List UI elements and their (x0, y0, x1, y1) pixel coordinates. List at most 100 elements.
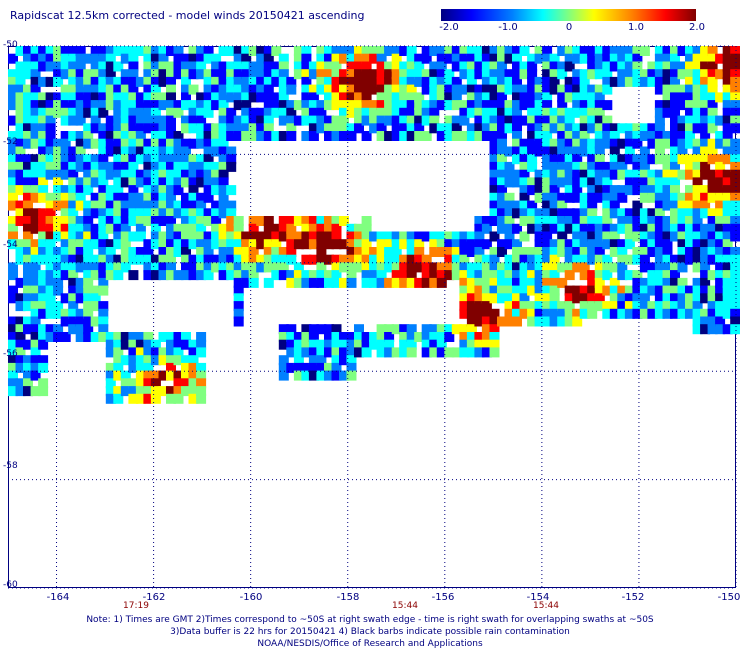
wind-cell (301, 100, 312, 111)
wind-cell (639, 223, 650, 234)
wind-cell (316, 231, 327, 242)
wind-cell (639, 247, 650, 257)
wind-cell (677, 61, 688, 72)
wind-cell (83, 208, 94, 219)
wind-cell (489, 270, 500, 281)
wind-cell (203, 216, 214, 226)
wind-cell (384, 339, 395, 350)
wind-cell (128, 355, 139, 366)
wind-cell (730, 247, 740, 257)
wind-cell (203, 107, 214, 118)
wind-cell (722, 53, 733, 64)
wind-cell (339, 370, 349, 381)
wind-cell (181, 76, 191, 87)
wind-cell (361, 53, 372, 64)
wind-cell (466, 53, 477, 64)
wind-cell (45, 61, 56, 72)
wind-cell (572, 177, 583, 188)
wind-cell (654, 123, 665, 134)
wind-cell (587, 100, 598, 111)
wind-cell (15, 185, 26, 196)
wind-cell (489, 115, 500, 126)
wind-cell (181, 239, 191, 250)
wind-cell (301, 324, 312, 335)
wind-cell (8, 200, 18, 211)
wind-cell (700, 84, 711, 95)
wind-cell (346, 61, 357, 72)
lat-label: -50 (3, 40, 18, 50)
wind-cell (53, 223, 64, 234)
wind-cell (504, 293, 515, 304)
wind-cell (707, 169, 718, 180)
wind-cell (564, 262, 575, 273)
wind-cell (286, 270, 297, 281)
wind-cell (53, 107, 64, 118)
wind-cell (497, 115, 507, 126)
wind-cell (346, 362, 357, 373)
wind-cell (98, 270, 109, 281)
wind-cell (647, 216, 658, 226)
wind-cell (308, 131, 319, 141)
wind-cell (120, 355, 131, 366)
wind-cell (354, 247, 364, 257)
wind-cell (361, 46, 372, 56)
wind-cell (233, 69, 244, 80)
wind-cell (38, 332, 49, 342)
wind-cell (700, 316, 711, 327)
wind-cell (120, 208, 131, 219)
wind-cell (579, 169, 590, 180)
wind-cell (564, 123, 575, 134)
wind-cell (376, 107, 387, 118)
wind-cell (308, 92, 319, 103)
wind-cell (188, 84, 199, 95)
wind-cell (105, 146, 116, 157)
wind-cell (256, 231, 267, 242)
wind-cell (700, 161, 711, 172)
wind-cell (339, 277, 349, 288)
wind-cell (692, 293, 703, 304)
wind-cell (218, 92, 229, 103)
wind-cell (594, 216, 605, 226)
wind-cell (15, 169, 26, 180)
wind-cell (113, 231, 124, 242)
wind-cell (384, 239, 395, 250)
wind-cell (105, 262, 116, 273)
wind-cell (707, 123, 718, 134)
wind-cell (542, 131, 553, 141)
footnote-line-2: 3)Data buffer is 22 hrs for 20150421 4) … (170, 627, 570, 637)
wind-cell (527, 316, 538, 327)
wind-cell (143, 262, 154, 273)
wind-cell (150, 370, 161, 381)
wind-cell (278, 115, 289, 126)
wind-cell (617, 247, 628, 257)
wind-cell (135, 386, 146, 397)
wind-cell (564, 185, 575, 196)
wind-cell (421, 46, 432, 56)
wind-cell (346, 69, 357, 80)
wind-cell (587, 53, 598, 64)
wind-cell (188, 393, 199, 404)
wind-cell (354, 332, 364, 342)
wind-cell (23, 239, 33, 250)
wind-cell (662, 262, 673, 273)
wind-cell (263, 247, 274, 257)
wind-cell (481, 107, 492, 118)
wind-cell (466, 262, 477, 273)
wind-cell (534, 177, 545, 188)
wind-cell (451, 239, 462, 250)
wind-cell (128, 200, 139, 211)
wind-cell (542, 254, 553, 265)
wind-cell (8, 270, 18, 281)
wind-cell (406, 339, 417, 350)
wind-cell (572, 223, 583, 234)
wind-cell (98, 100, 109, 111)
wind-cell (8, 84, 18, 95)
wind-cell (188, 262, 199, 273)
wind-cell (557, 138, 568, 149)
wind-cell (120, 131, 131, 141)
wind-cell (166, 154, 176, 165)
wind-cell (504, 262, 515, 273)
wind-cell (75, 332, 86, 342)
wind-cell (218, 46, 229, 56)
wind-cell (654, 301, 665, 312)
